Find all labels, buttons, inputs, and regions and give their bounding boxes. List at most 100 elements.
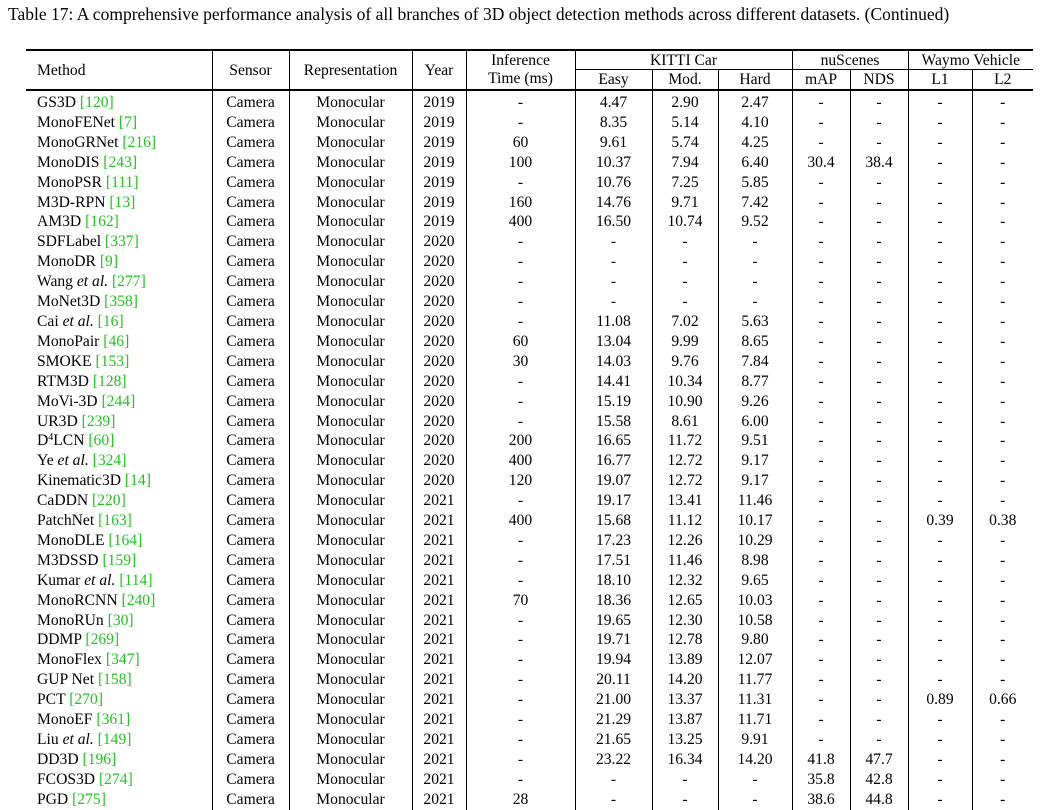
table-row: GUP Net [158] Camera Monocular 2021-20.11 14…	[26, 670, 1034, 691]
inference-time-cell: -	[465, 690, 575, 711]
nuscenes-nds-cell: 42.8	[849, 769, 909, 790]
method-name: D	[37, 432, 49, 450]
representation-cell: Monocular	[288, 351, 412, 372]
citation-link[interactable]: [30]	[107, 611, 134, 629]
method-name: AM3D	[37, 213, 82, 231]
nuscenes-nds-cell: -	[849, 232, 909, 253]
citation-link[interactable]: [114]	[119, 571, 153, 589]
representation-cell: Monocular	[288, 212, 412, 233]
inference-time-cell: -	[465, 371, 575, 392]
citation-link[interactable]: [120]	[79, 94, 114, 111]
kitti-easy-cell: -	[574, 769, 652, 790]
waymo-l1-cell: -	[907, 90, 973, 113]
citation-link[interactable]: [324]	[92, 452, 127, 470]
citation-link[interactable]: [149]	[97, 731, 132, 748]
method-name: MonoPair	[37, 332, 100, 350]
citation-link[interactable]: [220]	[92, 492, 126, 510]
citation-link[interactable]: [275]	[72, 790, 106, 808]
waymo-l1-cell: -	[907, 292, 973, 312]
citation-link[interactable]: [60]	[88, 432, 115, 450]
year-cell: 2020	[411, 451, 466, 472]
sensor-cell: Camera	[211, 292, 289, 312]
citation-link[interactable]: [269]	[85, 631, 120, 649]
citation-link[interactable]: [111]	[105, 173, 139, 191]
representation-cell: Monocular	[288, 610, 412, 631]
sensor-cell: Camera	[211, 152, 289, 173]
citation-link[interactable]: [196]	[82, 750, 117, 768]
waymo-l1-cell: -	[907, 391, 973, 412]
citation-link[interactable]: [158]	[97, 671, 132, 689]
year-cell: 2019	[411, 192, 466, 213]
method-name: Kinematic3D	[37, 472, 122, 490]
citation-link[interactable]: [216]	[122, 133, 157, 151]
table-row: M3DSSD [159] Camera Monocular 2021-17.51 11.…	[26, 550, 1034, 571]
citation-link[interactable]: [277]	[111, 273, 146, 291]
citation-link[interactable]: [358]	[104, 293, 138, 311]
kitti-mod-cell: 12.30	[651, 610, 718, 631]
citation-link[interactable]: [9]	[99, 253, 119, 271]
nuscenes-nds-cell: -	[849, 351, 909, 372]
kitti-easy-cell: 10.37	[574, 152, 652, 173]
citation-link[interactable]: [14]	[124, 472, 151, 490]
kitti-mod-cell: 2.90	[651, 90, 718, 113]
nuscenes-map-cell: -	[791, 610, 851, 631]
nuscenes-map-cell: -	[791, 570, 851, 591]
kitti-hard-cell: 10.29	[717, 530, 793, 551]
citation-link[interactable]: [337]	[105, 233, 139, 251]
sensor-cell: Camera	[211, 311, 289, 332]
nuscenes-nds-cell: 38.4	[849, 152, 909, 173]
citation-link[interactable]: [361]	[96, 711, 131, 729]
method-cell: PCT [270]	[26, 690, 212, 710]
method-cell: MonoFlex [347]	[26, 650, 212, 670]
method-name: MonoDLE	[37, 531, 105, 549]
nuscenes-nds-cell: -	[849, 292, 909, 312]
citation-link[interactable]: [239]	[81, 412, 116, 430]
kitti-easy-cell: 15.68	[574, 511, 652, 531]
waymo-l2-cell: -	[971, 431, 1034, 452]
method-cell: GUP Net [158]	[26, 670, 212, 690]
citation-link[interactable]: [347]	[105, 651, 140, 669]
nuscenes-nds-cell: -	[849, 670, 909, 691]
nuscenes-nds-cell: -	[849, 132, 909, 153]
header-nuscenes-group: nuScenes	[791, 49, 909, 70]
citation-link[interactable]: [7]	[118, 113, 138, 131]
inference-time-cell: -	[465, 232, 575, 253]
kitti-mod-cell: 16.34	[651, 749, 718, 770]
citation-link[interactable]: [16]	[97, 312, 124, 330]
citation-link[interactable]: [46]	[103, 332, 130, 350]
inference-time-cell: -	[465, 730, 575, 750]
citation-link[interactable]: [244]	[101, 392, 136, 410]
kitti-easy-cell: 17.51	[574, 550, 652, 571]
citation-link[interactable]: [243]	[103, 153, 138, 171]
method-cell: MonoDIS [243]	[26, 153, 212, 173]
citation-link[interactable]: [270]	[69, 691, 104, 709]
method-cell: Kumar et al. [114]	[26, 571, 212, 591]
citation-link[interactable]: [162]	[85, 213, 119, 231]
kitti-hard-cell: 9.17	[717, 451, 793, 472]
kitti-mod-cell: 5.74	[651, 132, 718, 153]
sensor-cell: Camera	[211, 550, 289, 571]
citation-link[interactable]: [274]	[98, 770, 133, 788]
citation-link[interactable]: [128]	[92, 372, 127, 390]
citation-link[interactable]: [159]	[102, 551, 137, 569]
nuscenes-map-cell: -	[791, 411, 851, 432]
inference-time-cell: -	[465, 252, 575, 273]
citation-link[interactable]: [153]	[95, 352, 130, 370]
waymo-l1-cell: -	[907, 650, 973, 671]
kitti-hard-cell: 7.84	[717, 351, 793, 372]
year-cell: 2021	[411, 690, 466, 711]
waymo-l2-cell: -	[971, 371, 1034, 392]
method-cell: AM3D [162]	[26, 212, 212, 232]
year-cell: 2019	[411, 172, 466, 193]
header-waymo-l2: L2	[971, 69, 1034, 91]
method-name: MonoGRNet	[37, 133, 119, 151]
waymo-l2-cell: -	[971, 192, 1034, 213]
citation-link[interactable]: [163]	[98, 512, 132, 530]
kitti-hard-cell: 14.20	[717, 749, 793, 770]
sensor-cell: Camera	[211, 610, 289, 631]
year-cell: 2021	[411, 670, 466, 691]
citation-link[interactable]: [164]	[108, 531, 143, 549]
kitti-easy-cell: 16.65	[574, 431, 652, 452]
citation-link[interactable]: [13]	[109, 193, 136, 211]
citation-link[interactable]: [240]	[121, 591, 156, 609]
